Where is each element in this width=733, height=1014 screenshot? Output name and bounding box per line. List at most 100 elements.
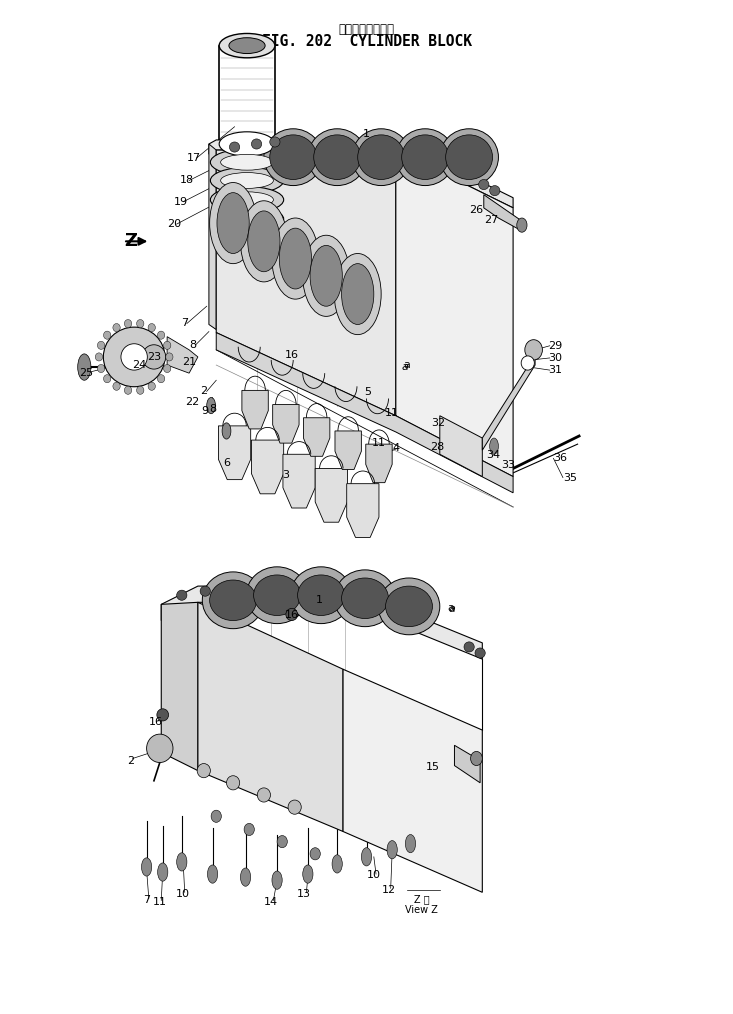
Polygon shape [482, 355, 535, 450]
Ellipse shape [210, 149, 284, 175]
Polygon shape [167, 337, 198, 373]
Ellipse shape [97, 342, 105, 350]
Text: a: a [402, 362, 409, 372]
Ellipse shape [490, 186, 500, 196]
Text: 9: 9 [202, 406, 209, 416]
Text: 16: 16 [284, 350, 299, 360]
Text: 2: 2 [200, 386, 207, 396]
Ellipse shape [334, 254, 381, 335]
Ellipse shape [521, 356, 534, 370]
Polygon shape [273, 405, 299, 443]
Ellipse shape [254, 575, 301, 615]
Ellipse shape [136, 319, 144, 328]
Ellipse shape [272, 871, 282, 889]
Text: 25: 25 [79, 368, 94, 378]
Text: 27: 27 [484, 215, 498, 225]
Ellipse shape [402, 135, 449, 179]
Ellipse shape [490, 438, 498, 454]
Polygon shape [242, 390, 268, 429]
Ellipse shape [103, 332, 111, 340]
Polygon shape [216, 333, 513, 493]
Ellipse shape [270, 135, 317, 179]
Ellipse shape [303, 865, 313, 883]
Text: a: a [447, 603, 454, 613]
Ellipse shape [471, 751, 482, 766]
Polygon shape [335, 431, 361, 469]
Polygon shape [303, 418, 330, 456]
Ellipse shape [479, 179, 489, 190]
Ellipse shape [219, 132, 275, 156]
Ellipse shape [286, 608, 298, 621]
Ellipse shape [148, 382, 155, 390]
Ellipse shape [244, 823, 254, 836]
Ellipse shape [446, 135, 493, 179]
Polygon shape [251, 440, 284, 494]
Text: 7: 7 [181, 318, 188, 329]
Ellipse shape [197, 764, 210, 778]
Ellipse shape [440, 129, 498, 186]
Ellipse shape [270, 137, 280, 147]
Text: 33: 33 [501, 460, 515, 470]
Polygon shape [440, 416, 482, 477]
Text: 30: 30 [548, 353, 563, 363]
Ellipse shape [288, 800, 301, 814]
Polygon shape [366, 444, 392, 483]
Ellipse shape [229, 142, 240, 152]
Ellipse shape [177, 853, 187, 871]
Ellipse shape [352, 129, 410, 186]
Ellipse shape [310, 245, 342, 306]
Ellipse shape [158, 332, 165, 340]
Ellipse shape [277, 836, 287, 848]
Polygon shape [454, 745, 480, 783]
Text: 32: 32 [431, 418, 446, 428]
Ellipse shape [525, 340, 542, 360]
Ellipse shape [332, 855, 342, 873]
Ellipse shape [272, 218, 319, 299]
Text: 16: 16 [284, 610, 299, 621]
Text: 35: 35 [563, 473, 578, 483]
Text: a: a [403, 360, 410, 370]
Text: 29: 29 [548, 341, 563, 351]
Polygon shape [396, 150, 513, 477]
Text: FIG. 202  CYLINDER BLOCK: FIG. 202 CYLINDER BLOCK [262, 34, 471, 50]
Text: 36: 36 [553, 453, 567, 463]
Text: 1: 1 [363, 129, 370, 139]
Ellipse shape [240, 868, 251, 886]
Ellipse shape [378, 578, 440, 635]
Ellipse shape [314, 135, 361, 179]
Ellipse shape [310, 848, 320, 860]
Ellipse shape [210, 187, 284, 213]
Ellipse shape [177, 590, 187, 600]
Ellipse shape [95, 353, 103, 361]
Text: 1: 1 [315, 595, 323, 605]
Ellipse shape [207, 397, 216, 414]
Ellipse shape [219, 33, 275, 58]
Ellipse shape [221, 192, 273, 208]
Text: Z 県
View Z: Z 県 View Z [405, 893, 438, 916]
Text: 23: 23 [147, 352, 161, 362]
Polygon shape [218, 426, 251, 480]
Ellipse shape [517, 218, 527, 232]
Text: 22: 22 [185, 396, 199, 407]
Text: 2: 2 [127, 755, 134, 766]
Ellipse shape [264, 129, 323, 186]
Text: 6: 6 [224, 458, 231, 468]
Text: 14: 14 [264, 897, 279, 908]
Ellipse shape [221, 154, 273, 170]
Text: 24: 24 [132, 360, 147, 370]
Ellipse shape [361, 848, 372, 866]
Polygon shape [216, 150, 396, 416]
Text: 31: 31 [548, 365, 563, 375]
Ellipse shape [97, 364, 105, 372]
Ellipse shape [78, 354, 91, 380]
Ellipse shape [222, 423, 231, 439]
Ellipse shape [113, 323, 120, 332]
Ellipse shape [158, 863, 168, 881]
Ellipse shape [217, 193, 249, 254]
Ellipse shape [125, 386, 132, 394]
Ellipse shape [166, 353, 173, 361]
Ellipse shape [157, 709, 169, 721]
Polygon shape [484, 195, 520, 230]
Ellipse shape [226, 776, 240, 790]
Text: 18: 18 [180, 175, 194, 186]
